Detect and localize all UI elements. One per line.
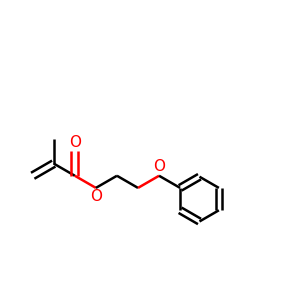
Text: O: O [69,135,81,150]
Text: O: O [153,159,165,174]
Text: O: O [90,189,102,204]
